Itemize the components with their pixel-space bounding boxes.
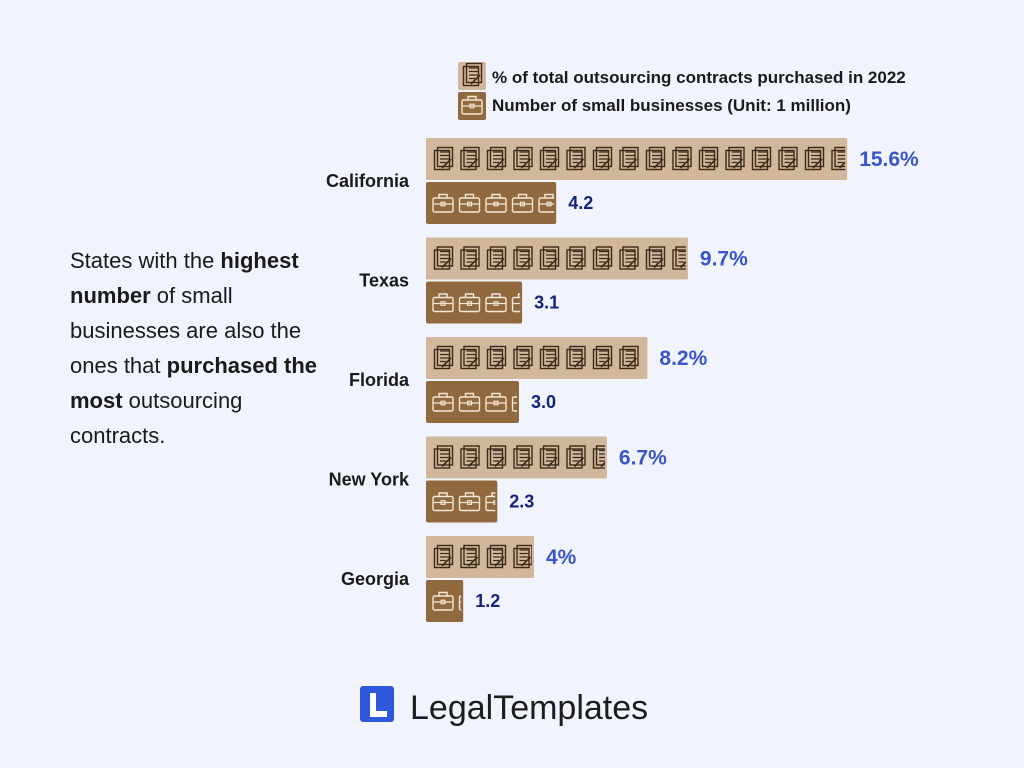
contract-document-icon — [460, 544, 480, 569]
contract-document-icon — [751, 146, 772, 171]
narrative-bold2: purchased the most — [70, 353, 318, 413]
contract-document-icon — [539, 246, 560, 270]
contract-document-icon — [672, 246, 686, 270]
contract-document-icon — [539, 345, 560, 370]
brand-name: LegalTemplates — [410, 689, 648, 727]
contract-document-icon — [566, 146, 586, 171]
contract-document-icon — [460, 345, 480, 370]
pct-value-label: 4% — [546, 546, 577, 569]
contract-document-icon — [804, 146, 825, 171]
contract-document-icon — [566, 246, 586, 270]
contract-document-icon — [433, 544, 454, 569]
legend-pct-label: % of total outsourcing contracts purchas… — [492, 68, 906, 87]
contract-document-icon — [645, 246, 666, 270]
category-label: California — [326, 171, 410, 191]
bars-layer: California 15.6% 4.2 Texas 9.7% 3.1 Florida 8.2… — [326, 138, 919, 622]
contract-document-icon — [460, 246, 480, 270]
contract-document-icon — [566, 445, 586, 469]
pct-bar — [426, 337, 648, 379]
contract-document-icon — [592, 345, 613, 370]
biz-value-label: 1.2 — [475, 591, 500, 611]
bar-group-georgia: Georgia 4% 1.2 — [341, 536, 577, 622]
narrative-part3: outsourcing contracts. — [70, 388, 243, 448]
biz-value-label: 2.3 — [509, 492, 534, 512]
contract-document-icon — [539, 445, 560, 469]
contract-document-icon — [778, 146, 798, 171]
contract-document-icon — [513, 146, 533, 171]
contract-document-icon — [513, 544, 532, 569]
contract-document-icon — [619, 146, 639, 171]
contract-document-icon — [433, 345, 454, 370]
category-label: New York — [329, 470, 410, 490]
bar-group-california: California 15.6% 4.2 — [326, 138, 919, 224]
pct-value-label: 8.2% — [659, 347, 707, 370]
contract-document-icon — [486, 246, 507, 270]
narrative-text: States with the highest number of small … — [70, 243, 320, 453]
biz-bar — [426, 182, 557, 224]
contract-document-icon — [619, 246, 639, 270]
contract-document-icon — [486, 544, 507, 569]
contract-document-icon — [592, 445, 605, 469]
narrative-bold1: highest number — [70, 248, 299, 308]
contract-document-icon — [619, 345, 639, 370]
contract-document-icon — [433, 146, 454, 171]
bar-group-florida: Florida 8.2% 3.0 — [349, 337, 708, 423]
contract-document-icon — [433, 246, 454, 270]
biz-bar — [426, 480, 498, 523]
contract-document-icon — [725, 146, 745, 171]
pct-bar-icons — [433, 445, 605, 469]
biz-bar — [426, 281, 523, 324]
pct-value-label: 6.7% — [619, 447, 667, 470]
contract-document-icon — [513, 246, 533, 270]
contract-document-icon — [513, 445, 533, 469]
legend-swatches — [458, 62, 486, 120]
narrative-part1: States with the — [70, 248, 221, 273]
contract-document-icon — [539, 146, 560, 171]
contract-document-icon — [460, 146, 480, 171]
biz-bar — [426, 381, 519, 423]
contract-document-icon — [460, 445, 480, 469]
contract-document-icon — [592, 246, 613, 270]
contract-document-icon — [433, 445, 454, 469]
biz-value-label: 3.1 — [534, 293, 559, 313]
contract-document-icon — [486, 146, 507, 171]
category-label: Florida — [349, 370, 410, 390]
contract-document-icon — [566, 345, 586, 370]
category-label: Texas — [359, 271, 409, 291]
contract-document-icon — [698, 146, 719, 171]
category-label: Georgia — [341, 569, 410, 589]
narrative-part2: of small businesses are also the ones th… — [70, 283, 302, 378]
legend-biz-label: Number of small businesses (Unit: 1 mill… — [492, 96, 851, 115]
biz-value-label: 3.0 — [531, 392, 556, 412]
biz-value-label: 4.2 — [568, 193, 593, 213]
bar-group-texas: Texas 9.7% 3.1 — [359, 237, 748, 324]
contract-document-icon — [831, 146, 846, 171]
contract-document-icon — [645, 146, 666, 171]
pct-value-label: 9.7% — [700, 248, 748, 271]
legaltemplates-logo-icon — [360, 686, 394, 722]
bar-group-new-york: New York 6.7% 2.3 — [329, 436, 667, 523]
contract-document-icon — [513, 345, 533, 370]
pct-value-label: 15.6% — [859, 148, 919, 171]
contract-document-icon — [486, 445, 507, 469]
contract-document-icon — [672, 146, 692, 171]
contract-document-icon — [462, 62, 483, 87]
pct-bar — [426, 138, 848, 180]
contract-document-icon — [486, 345, 507, 370]
pct-bar-icons — [433, 345, 639, 370]
contract-document-icon — [592, 146, 613, 171]
